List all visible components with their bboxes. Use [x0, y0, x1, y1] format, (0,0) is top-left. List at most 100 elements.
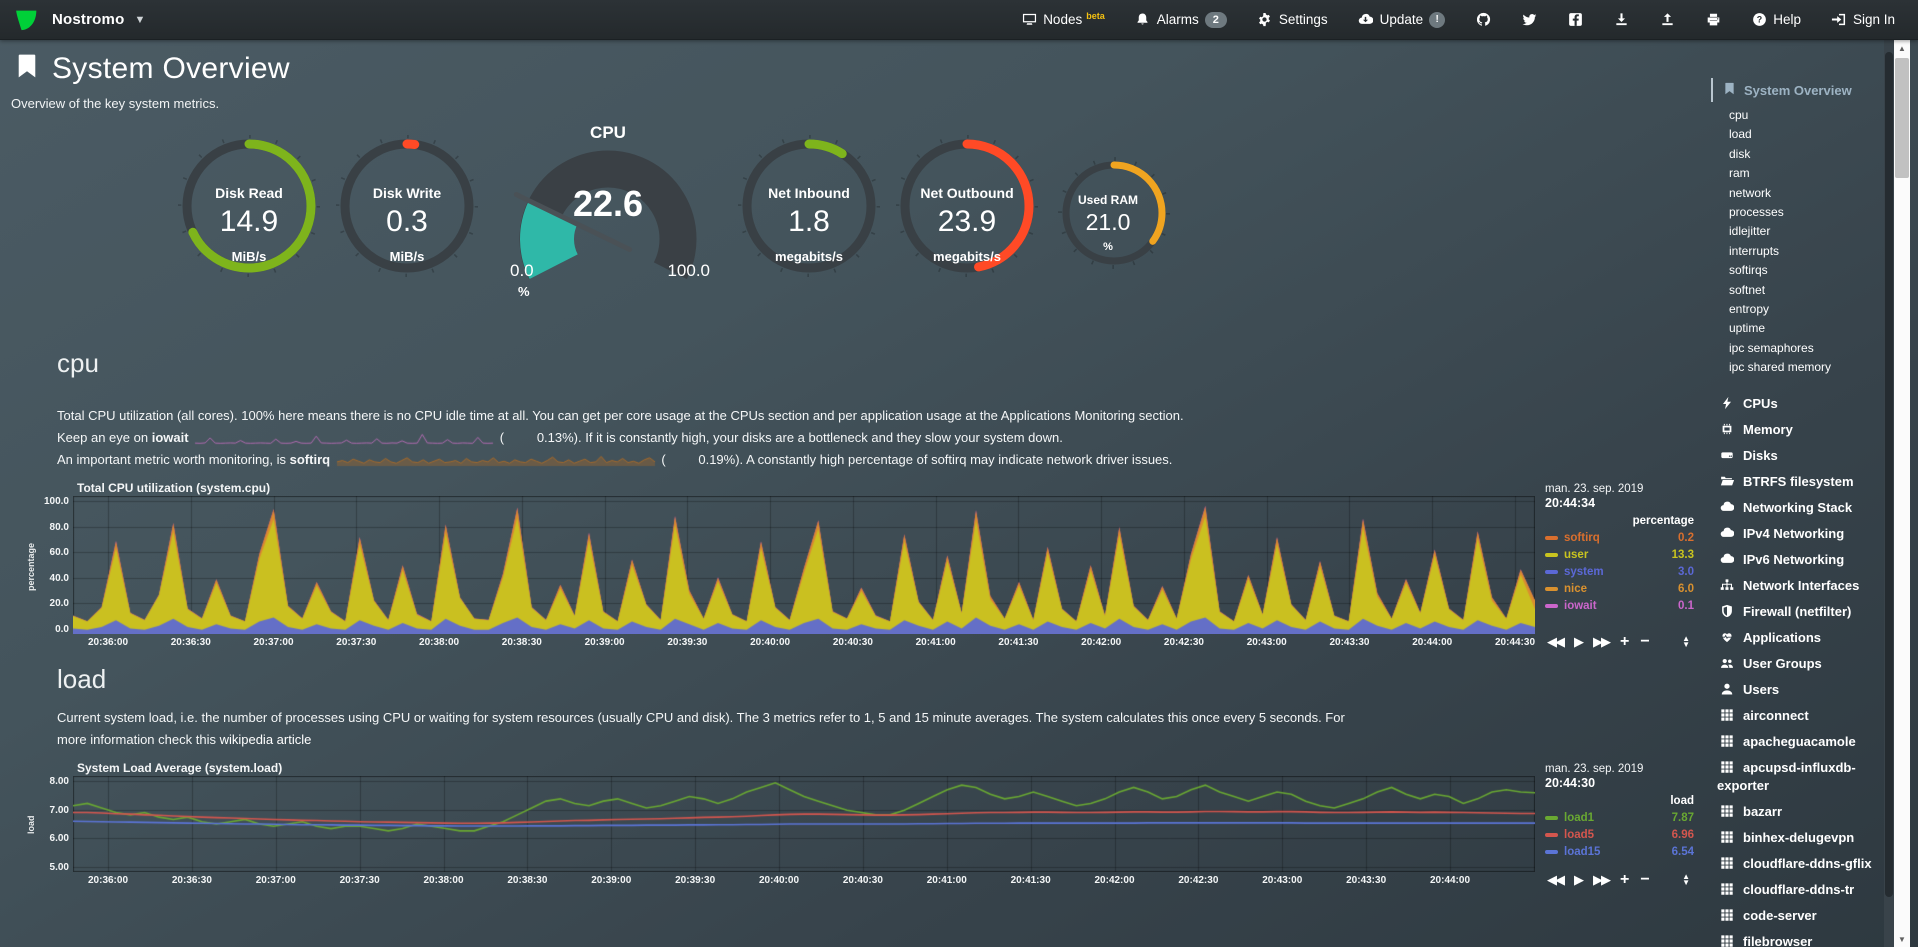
nav-twitter[interactable] [1508, 0, 1550, 40]
used-ram-gauge[interactable]: Used RAM 21.0% [1046, 151, 1170, 287]
sidebar-item-filebrowser[interactable]: filebrowser [1700, 929, 1884, 947]
sidebar-item-memory[interactable]: Memory [1700, 417, 1884, 443]
cpu-chart-forward-button[interactable]: ▶▶ [1593, 634, 1611, 649]
sidebar-subitem-softnet[interactable]: softnet [1729, 282, 1766, 297]
scroll-up-arrow[interactable]: ▲ [1898, 43, 1906, 53]
sidebar-item-cloudflare-ddns-tr[interactable]: cloudflare-ddns-tr [1700, 877, 1884, 903]
sidebar-item-disks[interactable]: Disks [1700, 443, 1884, 469]
softirq-sparkline [335, 454, 656, 468]
sidebar-item-label: code-server [1743, 907, 1817, 923]
sidebar-item-ipv6-networking[interactable]: IPv6 Networking [1700, 547, 1884, 573]
sidebar-subitem-cpu[interactable]: cpu [1729, 108, 1749, 122]
nav-signin[interactable]: Sign In [1818, 0, 1908, 40]
load-chart-canvas[interactable] [73, 776, 1535, 872]
sidebar-subitem-disk[interactable]: disk [1729, 146, 1751, 161]
load-chart-legend-row-load15[interactable]: load15 6.54 [1545, 843, 1696, 860]
sidebar-item-label: airconnect [1743, 707, 1809, 723]
sidebar-item-apcupsd-influxdb-exporter[interactable]: apcupsd-influxdb-exporter [1700, 755, 1884, 799]
nav-nodes[interactable]: Nodes beta [1008, 0, 1118, 40]
disk-write-gauge[interactable]: Disk Write 0.3 MiB/s [328, 133, 486, 308]
sidebar-subitem-ram[interactable]: ram [1729, 166, 1750, 181]
cpu-chart-backward-button[interactable]: ◀◀ [1547, 634, 1565, 649]
load-chart-xtick: 20:36:30 [171, 875, 212, 886]
nav-alarms[interactable]: Alarms 2 [1122, 0, 1240, 40]
cpu-description-line3: An important metric worth monitoring, is… [57, 449, 1700, 471]
sidebar-subitem-network[interactable]: network [1729, 185, 1772, 200]
sidebar-subitem-ipc-shared-memory[interactable]: ipc shared memory [1729, 360, 1832, 375]
nav-import[interactable] [1646, 0, 1688, 40]
load-chart-forward-button[interactable]: ▶▶ [1593, 872, 1611, 887]
sidebar-subitem-entropy[interactable]: entropy [1729, 302, 1770, 317]
load-section: load Current system load, i.e. the numbe… [10, 664, 1700, 888]
page-scrollbar[interactable]: ▲ ▼ [1894, 40, 1910, 947]
nav-facebook[interactable] [1554, 0, 1596, 40]
sidebar-item-firewall-netfilter-[interactable]: Firewall (netfilter) [1700, 599, 1884, 625]
sidebar-scrollbar[interactable] [1884, 40, 1894, 947]
sidebar-scrollbar-thumb[interactable] [1885, 52, 1893, 897]
load-chart-backward-button[interactable]: ◀◀ [1547, 872, 1565, 887]
load-chart-resize-button[interactable]: ▲ ▼ [1682, 872, 1690, 887]
net-inbound-gauge[interactable]: Net Inbound 1.8 megabits/s [730, 133, 888, 308]
sidebar-item-applications[interactable]: Applications [1700, 625, 1884, 651]
load-chart-zoom-out-button[interactable]: − [1640, 871, 1650, 888]
cpu-chart-resize-button[interactable]: ▲ ▼ [1682, 634, 1690, 649]
load-chart-legend-row-load1[interactable]: load1 7.87 [1545, 809, 1696, 826]
net-inbound-value: 1.8 [788, 205, 830, 238]
disk-write-units: MiB/s [389, 249, 425, 264]
user-label: user [1564, 548, 1589, 561]
sidebar-subitem-processes[interactable]: processes [1729, 205, 1784, 220]
sidebar-item-code-server[interactable]: code-server [1700, 903, 1884, 929]
wikipedia-link[interactable]: wikipedia article [219, 732, 312, 747]
sidebar-item-airconnect[interactable]: airconnect [1700, 703, 1884, 729]
sidebar-item-system-overview[interactable]: System Overview [1711, 78, 1884, 102]
sidebar-item-network-interfaces[interactable]: Network Interfaces [1700, 573, 1884, 599]
cpu-chart-legend-row-system[interactable]: system 3.0 [1545, 563, 1696, 580]
sidebar-item-cpus[interactable]: CPUs [1700, 391, 1884, 417]
load-chart-legend-date: man. 23. sep. 2019 [1545, 763, 1644, 775]
sidebar-item-user-groups[interactable]: User Groups [1700, 651, 1884, 677]
sidebar-item-bazarr[interactable]: bazarr [1700, 799, 1884, 825]
cpu-chart-xtick: 20:41:00 [915, 637, 956, 648]
cpu-chart-legend-row-softirq[interactable]: softirq 0.2 [1545, 529, 1696, 546]
cpu-chart-play-button[interactable]: ▶ [1574, 634, 1584, 649]
load-section-heading: load [57, 664, 107, 694]
cpu-chart-legend-row-user[interactable]: user 13.3 [1545, 546, 1696, 563]
sidebar-item-users[interactable]: Users [1700, 677, 1884, 703]
sidebar-subitem-softirqs[interactable]: softirqs [1729, 263, 1768, 278]
sidebar-subitem-load[interactable]: load [1729, 127, 1752, 142]
sidebar-item-ipv4-networking[interactable]: IPv4 Networking [1700, 521, 1884, 547]
nav-export[interactable] [1600, 0, 1642, 40]
cpu-chart-zoom-out-button[interactable]: − [1640, 633, 1650, 650]
sidebar-item-btrfs-filesystem[interactable]: BTRFS filesystem [1700, 469, 1884, 495]
net-outbound-gauge[interactable]: Net Outbound 23.9 megabits/s [888, 133, 1046, 308]
nav-settings[interactable]: Settings [1244, 0, 1341, 40]
disk-read-gauge[interactable]: Disk Read 14.9 MiB/s [170, 133, 328, 308]
sidebar-item-networking-stack[interactable]: Networking Stack [1700, 495, 1884, 521]
sidebar-subitem-idlejitter[interactable]: idlejitter [1729, 224, 1771, 239]
sidebar-item-binhex-delugevpn[interactable]: binhex-delugevpn [1700, 825, 1884, 851]
sidebar-subitem-interrupts[interactable]: interrupts [1729, 243, 1780, 258]
net-outbound-ring-arc [896, 135, 1038, 277]
user-value: 13.3 [1671, 548, 1694, 561]
cpu-gauge[interactable]: CPU 22.6 0.0 100.0% [492, 121, 724, 307]
user-swatch [1545, 552, 1558, 557]
scroll-down-arrow[interactable]: ▼ [1898, 934, 1906, 944]
load-chart-legend-row-load5[interactable]: load5 6.96 [1545, 826, 1696, 843]
sidebar-subitem-ipc-semaphores[interactable]: ipc semaphores [1729, 340, 1814, 355]
sidebar-item-cloudflare-ddns-gflix[interactable]: cloudflare-ddns-gflix [1700, 851, 1884, 877]
load-chart-ytick: 6.00 [49, 833, 69, 845]
nav-update[interactable]: Update ! [1345, 0, 1459, 40]
cpu-chart-legend-row-iowait[interactable]: iowait 0.1 [1545, 597, 1696, 614]
nav-github[interactable] [1462, 0, 1504, 40]
page-scrollbar-thumb[interactable] [1895, 58, 1909, 178]
nav-help[interactable]: ? Help [1738, 0, 1814, 40]
sidebar-subitem-uptime[interactable]: uptime [1729, 321, 1766, 336]
nav-print[interactable] [1692, 0, 1734, 40]
cpu-chart-zoom-in-button[interactable]: + [1620, 633, 1630, 650]
cpu-chart-canvas[interactable] [73, 496, 1535, 634]
load-chart-play-button[interactable]: ▶ [1574, 872, 1584, 887]
load-chart-zoom-in-button[interactable]: + [1620, 871, 1630, 888]
brand-menu[interactable]: Nostromo ▼ [12, 5, 145, 35]
sidebar-item-apacheguacamole[interactable]: apacheguacamole [1700, 729, 1884, 755]
cpu-chart-legend-row-nice[interactable]: nice 6.0 [1545, 580, 1696, 597]
